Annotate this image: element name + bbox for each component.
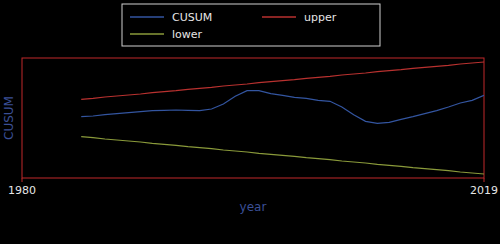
x-tick-label: 2019 [470,184,498,197]
series-line [81,91,484,124]
legend-box [122,4,380,46]
chart: 1980 2019 year CUSUM CUSUM upper lower [0,0,500,244]
legend-label: lower [172,28,203,41]
plot-frame [22,58,484,178]
legend-label: CUSUM [172,11,212,24]
legend-swatch [130,33,164,35]
series-line [81,137,484,174]
legend-label: upper [304,11,337,24]
legend-swatch [130,16,164,18]
x-axis-label: year [240,200,267,214]
series-group [81,62,484,174]
y-axis-label: CUSUM [2,96,16,140]
legend-swatch [262,16,296,18]
x-tick-label: 1980 [8,184,36,197]
x-tick [484,178,485,182]
x-tick [22,178,23,182]
series-line [81,62,484,99]
